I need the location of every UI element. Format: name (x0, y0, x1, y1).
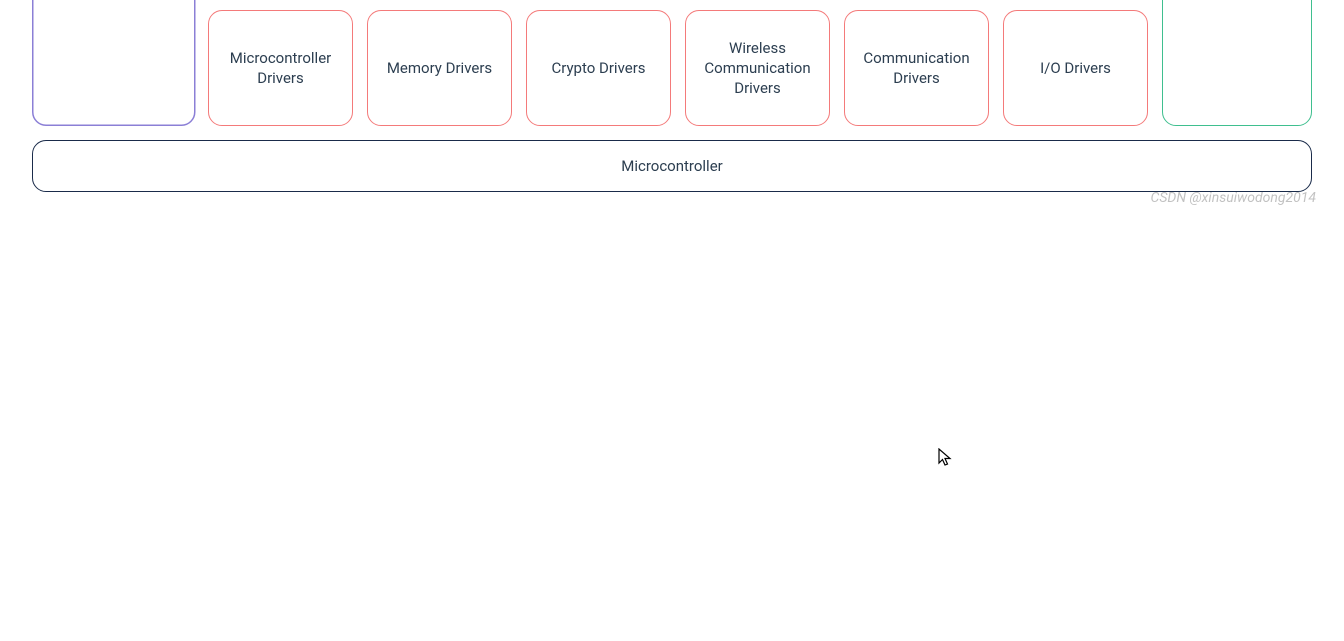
memory-drivers-box: Memory Drivers (367, 10, 512, 126)
wireless-comm-drivers-box: Wireless Communication Drivers (685, 10, 830, 126)
l-spacer-left (32, 0, 194, 126)
microcontroller-drivers-box: Microcontroller Drivers (208, 10, 353, 126)
io-drivers-box: I/O Drivers (1003, 10, 1148, 126)
crypto-drivers-box: Crypto Drivers (526, 10, 671, 126)
bsw-grid: System Services Memory Services Crypto S… (32, 0, 1312, 126)
cursor-icon (938, 448, 954, 468)
complex-drivers-box: Complex Drivers (1162, 0, 1312, 126)
communication-drivers-box: Communication Drivers (844, 10, 989, 126)
microcontroller-box: Microcontroller (32, 140, 1312, 192)
watermark-text: CSDN @xinsuiwodong2014 (1151, 190, 1316, 206)
diagram: Application Layer Runtime Environment Sy… (32, 0, 1312, 192)
